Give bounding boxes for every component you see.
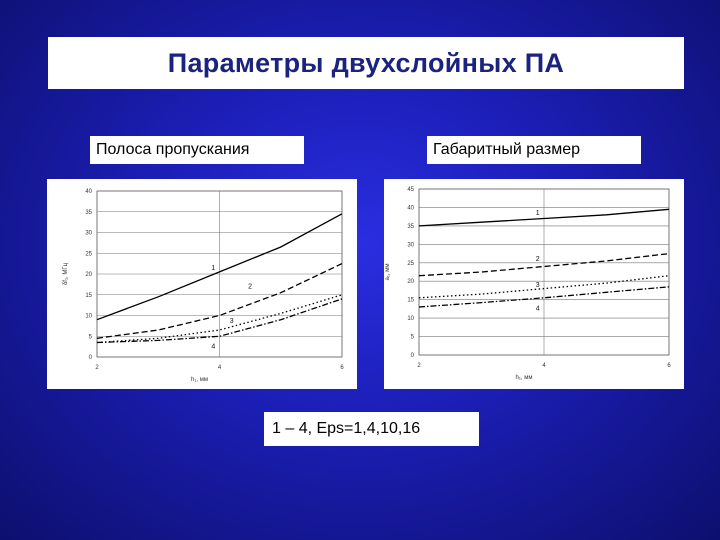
series-label-3: 3 (536, 282, 540, 289)
bandwidth-chart-panel: 0 5 10 15 20 25 30 35 40 2 4 6 h₁, мм δf₁, МГц 1 2 3 4 (47, 179, 357, 389)
legend-caption: 1 – 4, Eps=1,4,10,16 (264, 412, 479, 446)
y-tick-label: 45 (407, 187, 414, 193)
y-tick-label: 20 (85, 272, 92, 278)
series-label-1: 1 (211, 265, 215, 272)
x-tick-label: 2 (417, 363, 421, 369)
series-line-3 (96, 294, 343, 344)
x-axis-label: h₁, мм (516, 375, 533, 381)
y-tick-label: 5 (411, 335, 415, 341)
y-tick-label: 35 (407, 224, 414, 230)
y-tick-label: 40 (407, 205, 414, 211)
y-tick-label: 15 (85, 293, 92, 299)
y-tick-label: 30 (407, 242, 414, 248)
x-tick-label: 2 (95, 365, 99, 371)
y-tick-label: 15 (407, 298, 414, 304)
y-tick-label: 10 (407, 316, 414, 322)
series-label-2: 2 (248, 284, 252, 291)
bandwidth-chart: 0 5 10 15 20 25 30 35 40 2 4 6 h₁, мм δf₁, МГц 1 2 3 4 (63, 189, 344, 383)
y-tick-label: 25 (407, 261, 414, 267)
y-tick-label: 25 (85, 251, 92, 257)
series-line-2 (418, 252, 670, 277)
slide-title-box: Параметры двухслойных ПА (48, 37, 684, 89)
series-label-1: 1 (536, 210, 540, 217)
y-tick-label: 30 (85, 231, 92, 237)
x-tick-label: 6 (340, 365, 344, 371)
x-tick-label: 4 (218, 365, 222, 371)
series-line-1 (96, 213, 343, 321)
y-tick-label: 0 (89, 355, 93, 361)
series-line-4 (96, 298, 343, 344)
y-axis-label: a₁, мм (385, 264, 391, 281)
y-tick-label: 40 (85, 189, 92, 195)
y-tick-label: 20 (407, 279, 414, 285)
x-axis-label: h₁, мм (191, 377, 208, 383)
bandwidth-label: Полоса пропускания (90, 136, 304, 164)
dimension-chart: 0 5 10 15 20 25 30 35 40 45 2 4 6 h₁, мм a₁, мм 1 2 3 4 (385, 187, 671, 381)
dimension-chart-panel: 0 5 10 15 20 25 30 35 40 45 2 4 6 h₁, мм a₁, мм 1 2 3 4 (384, 179, 684, 389)
x-tick-label: 4 (542, 363, 546, 369)
y-axis-label: δf₁, МГц (63, 262, 69, 285)
slide-title: Параметры двухслойных ПА (167, 47, 565, 78)
series-label-4: 4 (211, 344, 215, 351)
series-label-3: 3 (230, 318, 234, 325)
series-label-4: 4 (536, 306, 540, 313)
x-tick-label: 6 (667, 363, 671, 369)
y-tick-label: 0 (411, 353, 415, 359)
y-tick-label: 5 (89, 334, 93, 340)
y-tick-label: 10 (85, 314, 92, 320)
series-label-2: 2 (536, 256, 540, 263)
y-tick-label: 35 (85, 210, 92, 216)
series-line-1 (418, 208, 670, 227)
series-line-4 (418, 286, 670, 308)
dimension-label: Габаритный размер (427, 136, 641, 164)
series-line-3 (418, 275, 670, 299)
series-line-2 (96, 263, 343, 339)
